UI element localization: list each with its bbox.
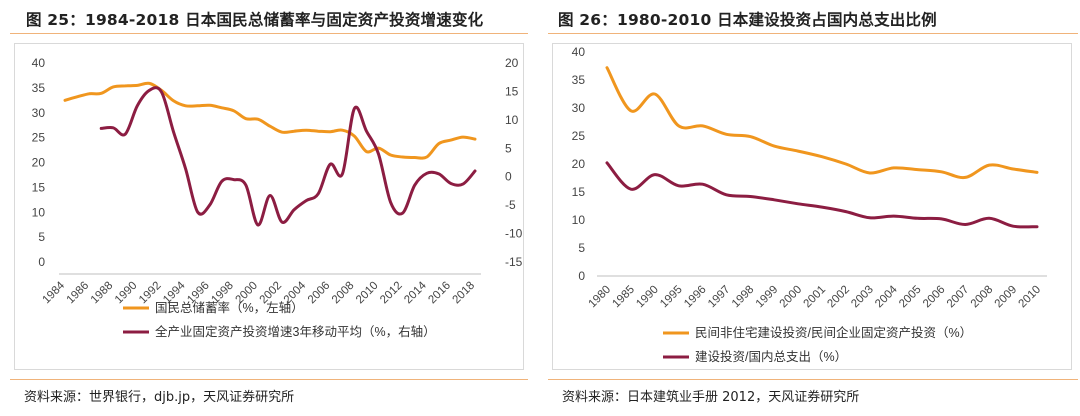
left-y-tick-label: 15 [32, 180, 46, 194]
y-tick-label: 15 [572, 185, 586, 199]
construction-share-line [605, 161, 1039, 229]
x-tick-label: 1995 [658, 284, 685, 311]
left-figure: 图 25：1984-2018 日本国民总储蓄率与固定资产投资增速变化 0 5 10 1… [0, 0, 530, 416]
right-source-note: 资料来源：日本建筑业手册 2012，天风证券研究所 [562, 390, 860, 405]
right-figure-title: 图 26：1980-2010 日本建设投资占国内总支出比例 [558, 11, 937, 29]
left-y-tick-label: 25 [32, 131, 46, 145]
right-y-tick-label: 5 [505, 141, 512, 155]
x-tick-label: 2008 [330, 280, 357, 307]
left-y-tick-label: 30 [32, 106, 46, 120]
x-tick-label: 1990 [113, 280, 140, 307]
legend-label: 全产业固定资产投资增速3年移动平均（%，右轴） [155, 324, 436, 339]
savings-rate-line [63, 81, 477, 160]
x-tick-label: 2012 [378, 280, 405, 307]
x-tick-label: 2008 [969, 284, 996, 311]
x-tick-label: 2004 [873, 283, 900, 310]
x-tick-label: 2002 [825, 284, 852, 311]
right-y-tick-label: -5 [505, 198, 516, 212]
x-tick-label: 1986 [65, 280, 92, 307]
right-y-tick-label: -10 [505, 227, 523, 241]
legend-label: 建设投资/国内总支出（%） [695, 349, 847, 364]
right-y-tick-label: 10 [505, 113, 519, 127]
x-tick-label: 2007 [945, 284, 972, 311]
x-tick-label: 2000 [778, 284, 805, 311]
left-chart-svg: 0 5 10 15 20 25 30 35 40 -15 -10 -5 0 5 10 15 20 19841986… [32, 56, 523, 339]
x-tick-label: 2016 [426, 280, 453, 307]
x-tick-label: 1984 [41, 279, 68, 306]
x-tick-label: 2009 [993, 284, 1020, 311]
y-tick-label: 25 [572, 129, 586, 143]
x-tick-label: 2018 [451, 280, 478, 307]
x-tick-label: 2005 [897, 284, 924, 311]
x-tick-label: 1990 [634, 284, 661, 311]
right-y-tick-label: 15 [505, 84, 519, 98]
x-tick-label: 2010 [1017, 284, 1044, 311]
y-tick-label: 5 [578, 241, 585, 255]
x-tick-label: 2014 [402, 279, 429, 306]
x-tick-label: 1996 [682, 284, 709, 311]
right-y-tick-label: -15 [505, 255, 523, 269]
x-tick-label: 2001 [802, 284, 829, 311]
x-tick-label: 2010 [354, 280, 381, 307]
investment-growth-line [99, 86, 477, 227]
right-y-tick-label: 20 [505, 56, 519, 70]
left-title-rule [10, 33, 528, 34]
left-y-tick-label: 40 [32, 56, 46, 70]
left-y-tick-label: 5 [38, 230, 45, 244]
x-tick-label: 2006 [921, 284, 948, 311]
left-chart-area: 0 5 10 15 20 25 30 35 40 -15 -10 -5 0 5 10 15 20 1984 1986… [14, 43, 524, 370]
x-tick-label: 1999 [754, 284, 781, 311]
right-figure: 图 26：1980-2010 日本建设投资占国内总支出比例 0 5 10 15 20 25… [548, 0, 1080, 416]
nonresidential-ratio-line [605, 66, 1039, 180]
left-y-tick-label: 20 [32, 156, 46, 170]
x-tick-label: 1980 [587, 284, 614, 311]
y-tick-label: 35 [572, 73, 586, 87]
right-title-rule [548, 33, 1078, 34]
right-y-tick-label: 0 [505, 170, 512, 184]
right-source-rule [548, 379, 1078, 380]
x-tick-label: 1998 [730, 284, 757, 311]
y-tick-label: 40 [572, 45, 586, 59]
legend-label: 民间非住宅建设投资/民间企业固定资产投资（%） [695, 325, 972, 340]
left-y-tick-label: 10 [32, 205, 46, 219]
y-tick-label: 0 [578, 269, 585, 283]
left-source-rule [10, 379, 528, 380]
x-tick-label: 1997 [706, 284, 733, 311]
y-tick-label: 10 [572, 213, 586, 227]
left-y-tick-label: 0 [38, 255, 45, 269]
x-tick-label: 2006 [306, 280, 333, 307]
left-figure-title: 图 25：1984-2018 日本国民总储蓄率与固定资产投资增速变化 [26, 11, 484, 29]
y-tick-label: 30 [572, 101, 586, 115]
y-tick-label: 20 [572, 157, 586, 171]
right-chart-area: 0 5 10 15 20 25 30 35 40 1980 1985 1990 1995 1996 1997… [552, 43, 1072, 370]
left-source-note: 资料来源：世界银行，djb.jp，天风证券研究所 [24, 390, 295, 405]
x-tick-label: 1988 [89, 280, 116, 307]
x-tick-label: 1985 [610, 284, 637, 311]
x-tick-label: 2003 [849, 284, 876, 311]
left-y-tick-label: 35 [32, 81, 46, 95]
right-chart-svg: 0 5 10 15 20 25 30 35 40 198019851990199519961997… [572, 45, 1047, 364]
legend-label: 国民总储蓄率（%，左轴） [155, 300, 304, 315]
